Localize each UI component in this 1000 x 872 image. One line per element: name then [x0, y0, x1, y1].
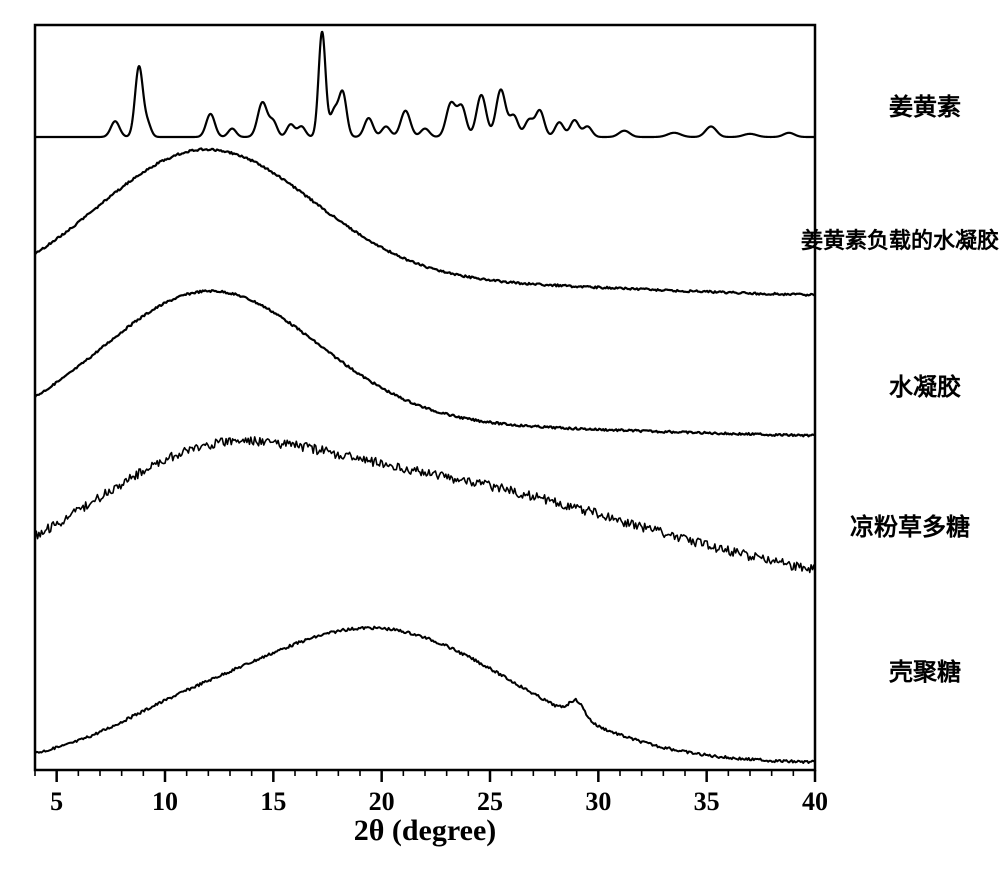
x-axis-label: 2θ (degree) — [354, 814, 497, 847]
x-tick-label: 15 — [260, 787, 286, 816]
x-tick-label: 40 — [802, 787, 828, 816]
x-tick-label: 10 — [152, 787, 178, 816]
xrd-chart: 5 10 15 20 25 30 35 40 2θ (degree) 姜黄素姜黄素负载的水凝胶水凝… — [0, 0, 1000, 872]
x-tick-label: 35 — [694, 787, 720, 816]
label-chitosan: 壳聚糖 — [888, 658, 961, 686]
series-curcumin-hydrogel — [35, 149, 815, 296]
x-tick-label: 25 — [477, 787, 503, 816]
series-chitosan — [35, 627, 815, 763]
label-curcumin: 姜黄素 — [889, 93, 961, 121]
chart-svg: 5 10 15 20 25 30 35 40 2θ (degree) 姜黄素姜黄素负载的水凝胶水凝… — [0, 0, 1000, 872]
series-hydrogel — [35, 290, 815, 436]
label-mesona-polysaccharide: 凉粉草多糖 — [850, 513, 970, 541]
x-tick-label: 30 — [585, 787, 611, 816]
label-hydrogel: 水凝胶 — [889, 373, 961, 401]
x-tick-label: 5 — [50, 787, 63, 816]
x-tick-label: 20 — [369, 787, 395, 816]
series-curcumin — [35, 32, 815, 137]
label-curcumin-hydrogel: 姜黄素负载的水凝胶 — [801, 228, 999, 253]
series-mesona-polysaccharide — [35, 437, 815, 572]
